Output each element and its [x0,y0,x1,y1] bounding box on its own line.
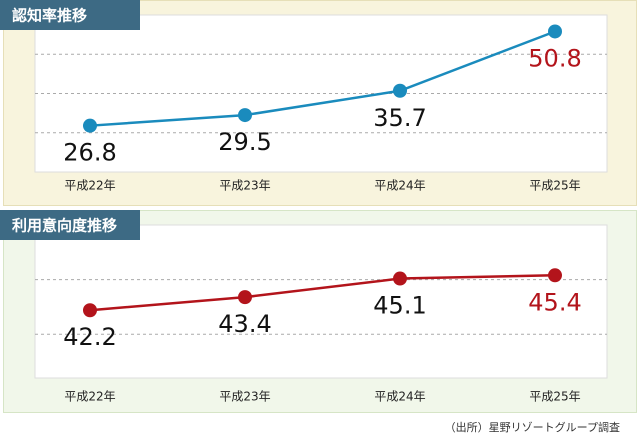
plot-area [34,224,608,379]
value-label: 26.8 [63,139,116,167]
chart-title: 認知率推移 [12,7,87,25]
value-label: 43.4 [218,310,271,338]
source-note: （出所）星野リゾートグループ調査 [445,420,620,434]
value-label: 35.7 [373,104,426,132]
marker [548,24,562,39]
x-tick-label: 平成23年 [219,179,270,193]
value-label: 45.4 [528,288,581,316]
value-label: 29.5 [218,128,271,156]
title-tab [0,0,140,30]
x-tick-label: 平成24年 [374,390,425,404]
value-label: 42.2 [63,323,116,351]
x-tick-label: 平成23年 [219,390,270,404]
x-tick-label: 平成22年 [64,390,115,404]
x-tick-label: 平成24年 [374,179,425,193]
marker [393,271,407,286]
value-label: 45.1 [373,292,426,320]
marker [393,83,407,98]
marker [238,108,252,123]
x-tick-label: 平成25年 [529,179,580,193]
marker [548,268,562,283]
line [89,274,556,312]
x-tick-label: 平成22年 [64,179,115,193]
chart-title: 利用意向度推移 [12,217,117,235]
x-tick-label: 平成25年 [529,390,580,404]
marker [238,290,252,305]
marker [83,303,97,318]
marker [83,118,97,133]
title-tab [0,210,140,240]
line [89,30,556,127]
value-label: 50.8 [528,44,581,72]
